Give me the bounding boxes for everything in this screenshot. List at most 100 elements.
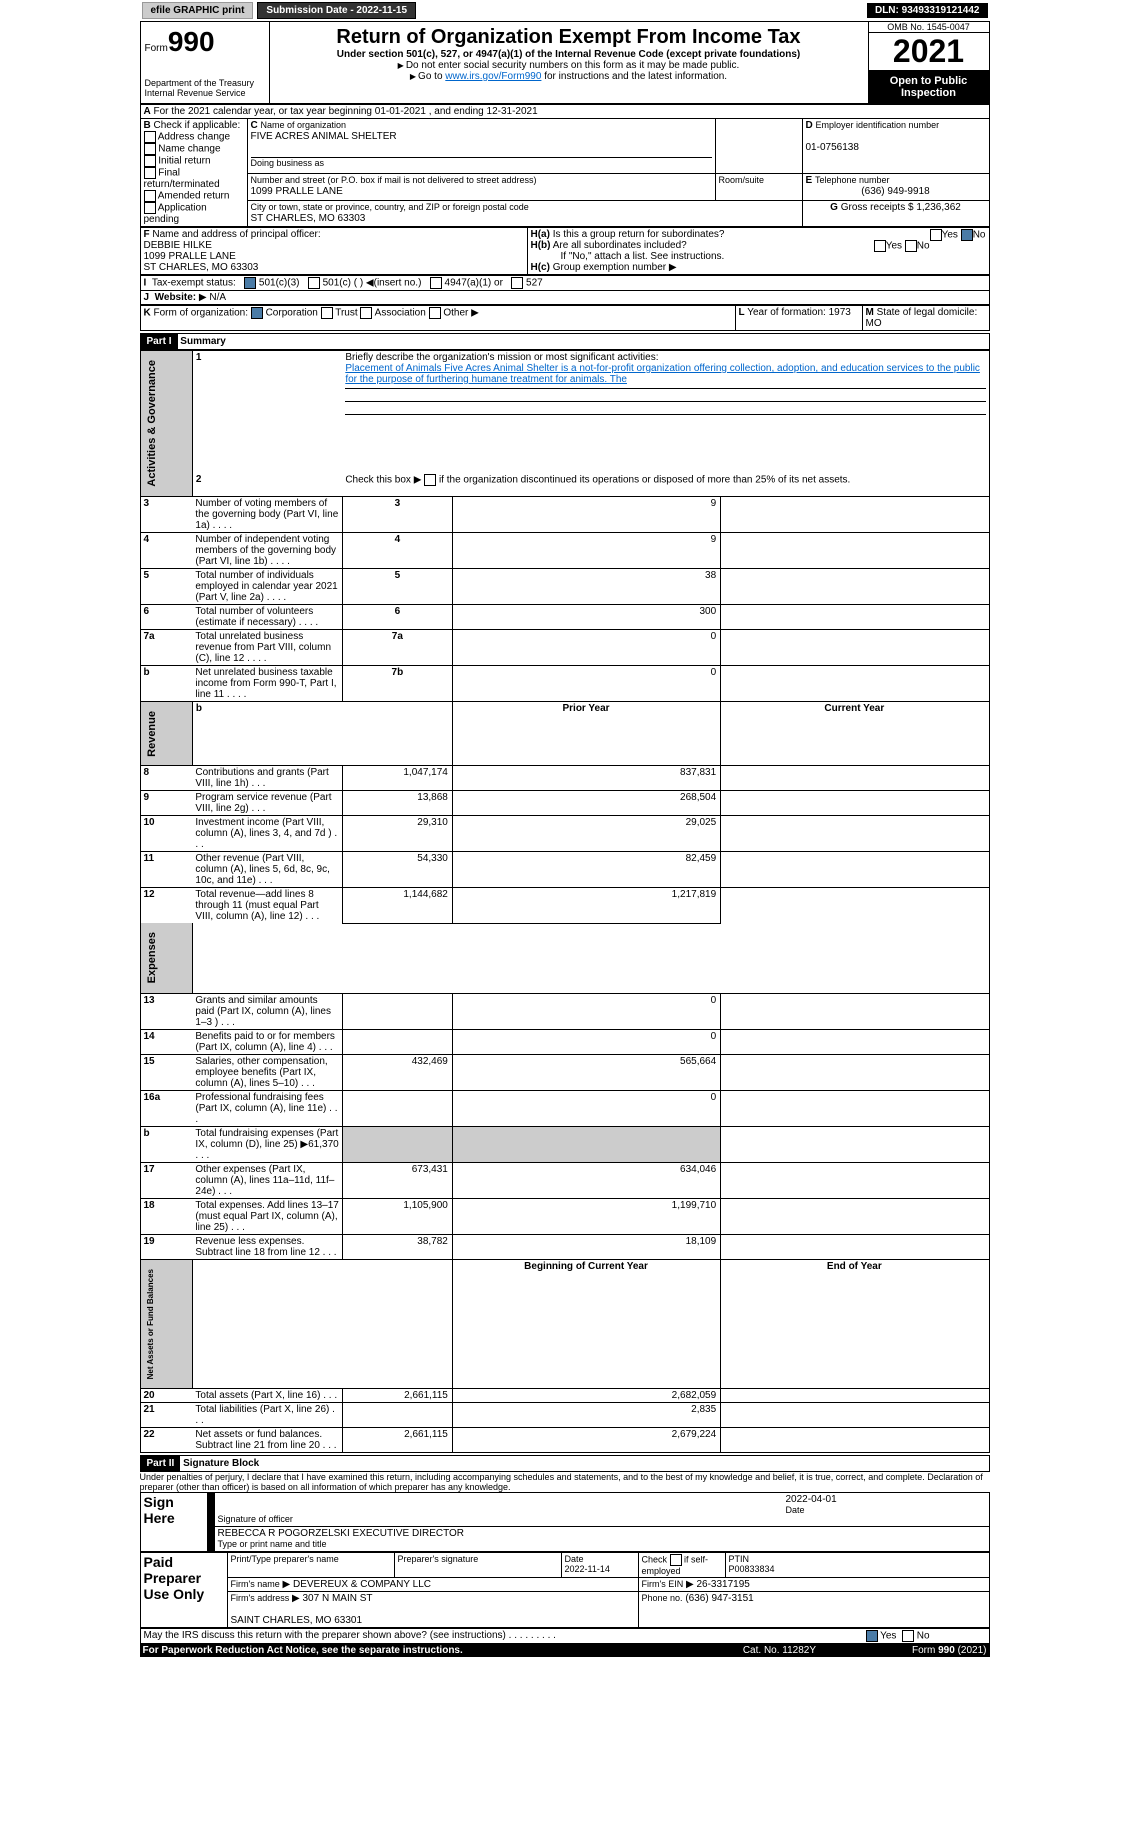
officer-addr: 1099 PRALLE LANE ST CHARLES, MO 63303 xyxy=(144,251,259,273)
hb-label: Are all subordinates included? xyxy=(553,240,687,251)
line2b: if the organization discontinued its ope… xyxy=(439,475,850,486)
expenses-label: Expenses xyxy=(144,924,160,991)
cb-irs-yes[interactable] xyxy=(866,1630,878,1642)
end-year-header: End of Year xyxy=(827,1261,882,1272)
prep-phone: (636) 947-3151 xyxy=(685,1593,753,1604)
check-if-label: Check if applicable: xyxy=(154,120,241,131)
cb-name-change[interactable] xyxy=(144,143,156,155)
cb-hb-no[interactable] xyxy=(905,240,917,252)
tax-year: 2021 xyxy=(869,33,989,71)
ha-label: Is this a group return for subordinates? xyxy=(553,229,725,240)
phone-label: Telephone number xyxy=(815,175,890,185)
sign-here-label: Sign Here xyxy=(140,1493,211,1552)
city: ST CHARLES, MO 63303 xyxy=(251,213,366,224)
ptin-value: P00833834 xyxy=(729,1564,775,1574)
form-title: Return of Organization Exempt From Incom… xyxy=(274,26,864,49)
state-domicile: MO xyxy=(866,318,882,329)
activities-label: Activities & Governance xyxy=(144,352,160,495)
cb-irs-no[interactable] xyxy=(902,1630,914,1642)
cb-other[interactable] xyxy=(429,307,441,319)
officer-label: Name and address of principal officer: xyxy=(152,229,320,240)
sig-officer-label: Signature of officer xyxy=(218,1514,293,1524)
cb-initial-return[interactable] xyxy=(144,155,156,167)
firm-name-label: Firm's name xyxy=(231,1579,280,1589)
ptin-label: PTIN xyxy=(729,1554,750,1564)
line1-label: Briefly describe the organization's miss… xyxy=(345,352,658,363)
gross-receipts: 1,236,362 xyxy=(916,202,961,213)
declaration: Under penalties of perjury, I declare th… xyxy=(140,1472,990,1492)
officer-print-name: REBECCA R POGORZELSKI EXECUTIVE DIRECTOR xyxy=(218,1528,465,1539)
cb-hb-yes[interactable] xyxy=(874,240,886,252)
form-footer: Form 990 (2021) xyxy=(912,1645,986,1656)
prep-sig-label: Preparer's signature xyxy=(394,1553,561,1578)
cb-ha-yes[interactable] xyxy=(930,229,942,241)
cb-app-pending[interactable] xyxy=(144,202,156,214)
ein: 01-0756138 xyxy=(806,142,859,153)
top-bar: efile GRAPHIC print Submission Date - 20… xyxy=(140,0,990,21)
cb-self-emp[interactable] xyxy=(670,1554,682,1566)
sig-date-value: 2022-04-01 xyxy=(786,1494,837,1505)
cb-corp[interactable] xyxy=(251,307,263,319)
cb-assoc[interactable] xyxy=(360,307,372,319)
form-number: 990 xyxy=(168,26,215,57)
hc-label: Group exemption number xyxy=(553,262,666,273)
netassets-label: Net Assets or Fund Balances xyxy=(144,1261,157,1387)
dba-label: Doing business as xyxy=(251,158,325,168)
firm-addr-label: Firm's address xyxy=(231,1593,290,1603)
note-ssn: Do not enter social security numbers on … xyxy=(274,60,864,71)
firm-ein: 26-3317195 xyxy=(696,1579,749,1590)
form-header: Form990 Department of the Treasury Inter… xyxy=(140,21,990,104)
dln: DLN: 93493319121442 xyxy=(867,3,988,18)
cb-501c[interactable] xyxy=(308,277,320,289)
ein-label: Employer identification number xyxy=(816,120,940,130)
prep-date-label: Date xyxy=(565,1554,584,1564)
part1-heading: Summary xyxy=(180,336,226,347)
tax-exempt-label: Tax-exempt status: xyxy=(152,278,236,289)
form-subtitle: Under section 501(c), 527, or 4947(a)(1)… xyxy=(274,49,864,60)
cb-ha-no[interactable] xyxy=(961,229,973,241)
begin-year-header: Beginning of Current Year xyxy=(524,1261,648,1272)
cb-final-return[interactable] xyxy=(144,167,156,179)
year-formation-label: Year of formation: xyxy=(747,307,826,318)
website-value: N/A xyxy=(209,292,226,303)
form-label: Form xyxy=(145,43,168,54)
gross-label: Gross receipts $ xyxy=(841,202,914,213)
year-formation: 1973 xyxy=(829,307,851,318)
phone-no-label: Phone no. xyxy=(642,1593,683,1603)
cb-amended[interactable] xyxy=(144,190,156,202)
room-label: Room/suite xyxy=(719,175,765,185)
irs-link[interactable]: www.irs.gov/Form990 xyxy=(445,71,541,82)
omb-number: OMB No. 1545-0047 xyxy=(869,22,989,33)
firm-name: DEVEREUX & COMPANY LLC xyxy=(293,1579,431,1590)
dept-label: Department of the Treasury Internal Reve… xyxy=(145,78,265,98)
prep-date-value: 2022-11-14 xyxy=(565,1564,610,1574)
cb-4947[interactable] xyxy=(430,277,442,289)
cal-year: For the 2021 calendar year, or tax year … xyxy=(154,106,538,117)
part2-heading: Signature Block xyxy=(183,1458,259,1469)
may-irs-label: May the IRS discuss this return with the… xyxy=(144,1630,506,1641)
date-label: Date xyxy=(786,1505,805,1515)
hb-note: If "No," attach a list. See instructions… xyxy=(561,251,725,262)
open-public: Open to Public Inspection xyxy=(869,71,989,103)
efile-button[interactable]: efile GRAPHIC print xyxy=(142,2,254,19)
form-org-label: Form of organization: xyxy=(154,308,249,319)
cb-501c3[interactable] xyxy=(244,277,256,289)
cb-line2[interactable] xyxy=(424,474,436,486)
prep-name-label: Print/Type preparer's name xyxy=(227,1553,394,1578)
phone: (636) 949-9918 xyxy=(806,186,986,197)
type-name-label: Type or print name and title xyxy=(218,1539,327,1549)
revenue-label: Revenue xyxy=(144,703,160,765)
org-name-label: Name of organization xyxy=(261,120,347,130)
firm-ein-label: Firm's EIN xyxy=(642,1579,684,1589)
submission-date: Submission Date - 2022-11-15 xyxy=(257,2,416,19)
cb-trust[interactable] xyxy=(321,307,333,319)
cb-address-change[interactable] xyxy=(144,131,156,143)
part2-title: Part II xyxy=(141,1456,181,1471)
addr-label: Number and street (or P.O. box if mail i… xyxy=(251,175,537,185)
line2-label: Check this box xyxy=(345,475,411,486)
org-name: FIVE ACRES ANIMAL SHELTER xyxy=(251,131,397,142)
cb-527[interactable] xyxy=(511,277,523,289)
check-self-label: Check xyxy=(642,1555,668,1565)
paperwork-notice: For Paperwork Reduction Act Notice, see … xyxy=(143,1645,463,1656)
current-year-header: Current Year xyxy=(824,703,884,714)
